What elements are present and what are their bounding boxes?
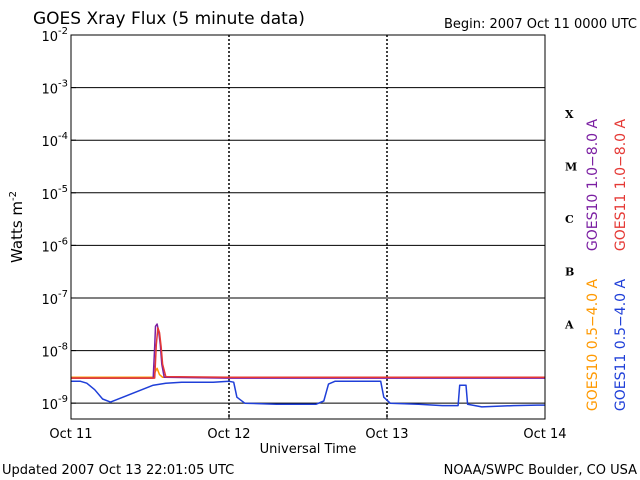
y-tick-label: 10-6 — [41, 236, 68, 255]
x-tick-label: Oct 14 — [523, 427, 566, 442]
updated-timestamp: Updated 2007 Oct 13 22:01:05 UTC — [2, 463, 234, 478]
chart-title: GOES Xray Flux (5 minute data) — [33, 9, 305, 29]
legend: GOES10 1.0−8.0 A GOES11 1.0−8.0 A GOES10 0… — [585, 119, 629, 412]
credit-text: NOAA/SWPC Boulder, CO USA — [444, 463, 637, 478]
y-axis-label: Watts m-2 — [8, 191, 26, 263]
x-axis-label: Universal Time — [260, 442, 357, 457]
legend-entry: GOES10 1.0−8.0 A — [585, 119, 601, 252]
plot-grid — [71, 35, 545, 419]
x-axis-ticks: Oct 11 Oct 12 Oct 13 Oct 14 — [49, 414, 567, 442]
y-tick-label: 10-7 — [41, 289, 68, 308]
y-tick-label: 10-4 — [41, 131, 68, 150]
legend-entry: GOES11 0.5−4.0 A — [613, 279, 629, 412]
begin-time: Begin: 2007 Oct 11 0000 UTC — [444, 17, 637, 32]
x-tick-label: Oct 12 — [207, 427, 250, 442]
series-line — [71, 367, 545, 379]
flare-class-labels: X M C B A — [564, 108, 577, 331]
plot-frame — [70, 34, 546, 420]
y-tick-label: 10-3 — [41, 79, 68, 98]
legend-entry: GOES11 1.0−8.0 A — [613, 119, 629, 252]
x-tick-label: Oct 13 — [365, 427, 408, 442]
x-tick-label: Oct 11 — [49, 427, 92, 442]
flare-class-label: C — [565, 213, 574, 226]
flare-class-label: B — [565, 266, 574, 279]
legend-entry: GOES10 0.5−4.0 A — [585, 279, 601, 412]
y-axis-ticks: 10-2 10-3 10-4 10-5 10-6 10-7 10-8 10-9 — [41, 26, 76, 413]
plot-series — [71, 323, 545, 408]
series-line — [71, 327, 545, 379]
y-tick-label: 10-8 — [41, 342, 68, 361]
y-tick-label: 10-2 — [41, 26, 68, 45]
series-line — [71, 380, 545, 408]
y-tick-label: 10-9 — [41, 394, 68, 413]
y-tick-label: 10-5 — [41, 184, 68, 203]
flare-class-label: X — [565, 108, 574, 121]
flare-class-label: M — [565, 160, 577, 173]
flare-class-label: A — [564, 318, 574, 331]
